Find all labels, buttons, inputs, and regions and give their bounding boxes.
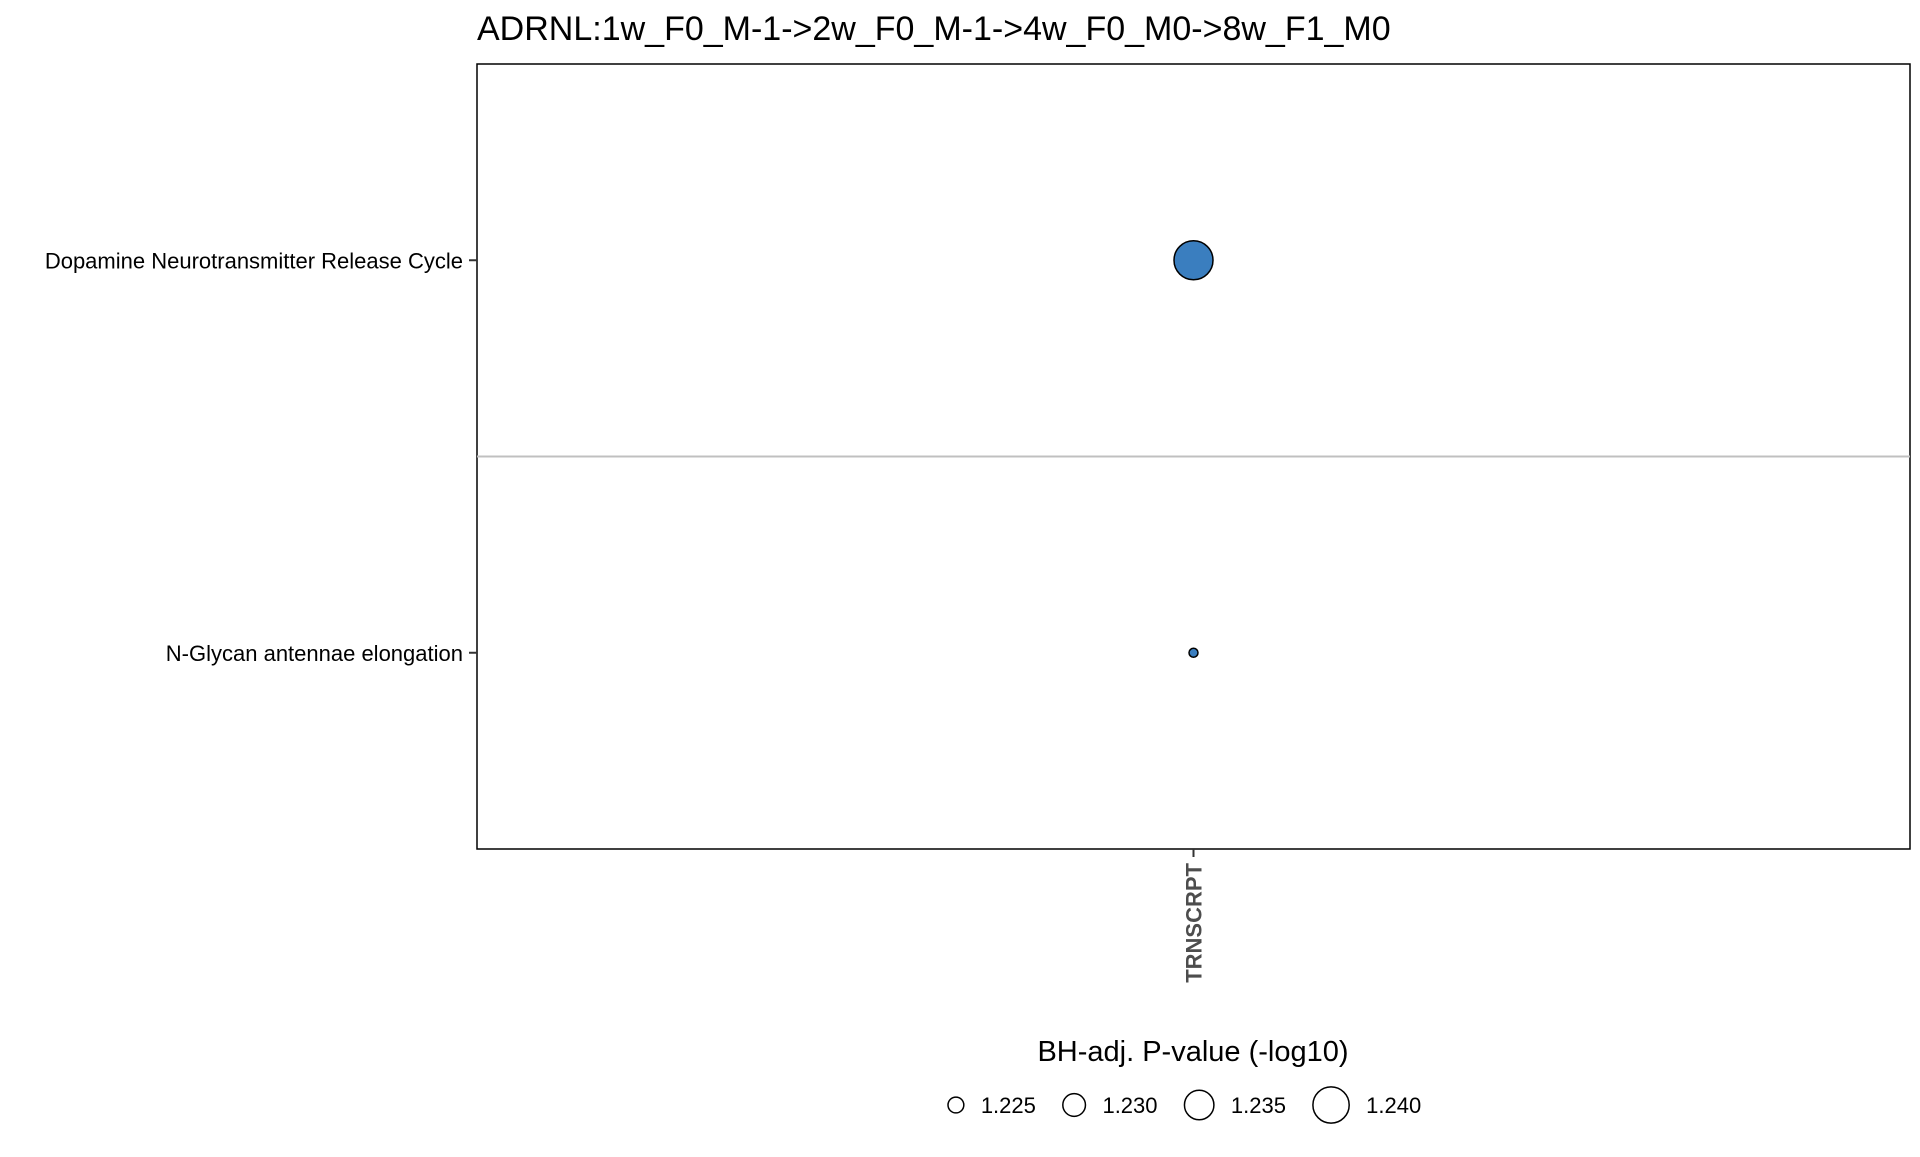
data-points [1173, 240, 1214, 658]
legend-key [1312, 1086, 1350, 1124]
chart-title: ADRNL:1w_F0_M-1->2w_F0_M-1->4w_F0_M0->8w… [477, 10, 1391, 48]
x-tick-label: TRNSCRPT [1182, 862, 1207, 982]
size-legend: BH-adj. P-value (-log10) 1.225 1.230 1.235… [947, 1036, 1421, 1124]
data-point [1188, 647, 1199, 658]
legend-label: 1.235 [1231, 1093, 1286, 1118]
legend-label: 1.230 [1102, 1093, 1157, 1118]
legend-label: 1.225 [981, 1093, 1036, 1118]
y-tick-label: Dopamine Neurotransmitter Release Cycle [45, 248, 463, 273]
data-point [1173, 240, 1214, 281]
y-tick-label: N-Glycan antennae elongation [166, 641, 463, 666]
legend-key [947, 1096, 965, 1114]
legend-label: 1.240 [1366, 1093, 1421, 1118]
legend-items: 1.225 1.230 1.235 1.240 [947, 1086, 1421, 1124]
y-axis: Dopamine Neurotransmitter Release Cycle N… [45, 248, 477, 666]
x-axis: TRNSCRPT [1182, 849, 1207, 983]
legend-key [1062, 1092, 1087, 1118]
legend-title: BH-adj. P-value (-log10) [1037, 1036, 1348, 1068]
legend-key [1183, 1089, 1215, 1121]
